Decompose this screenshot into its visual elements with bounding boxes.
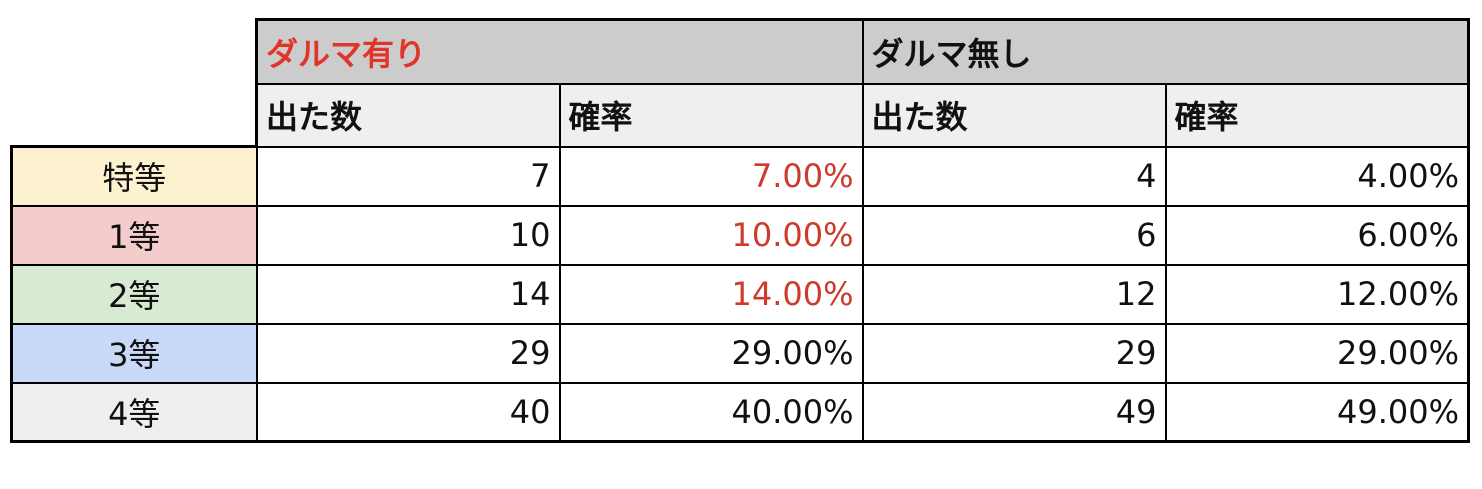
row-label: 2等: [10, 263, 258, 325]
row-label: 特等: [10, 145, 258, 207]
with-count-cell: 14: [255, 263, 561, 325]
empty-corner: [11, 19, 258, 84]
col-header-rate: 確率: [558, 82, 864, 148]
with-count-cell: 10: [255, 204, 561, 266]
table-row: 特等 7 7.00% 4 4.00%: [10, 145, 1470, 207]
table-row: 2等 14 14.00% 12 12.00%: [10, 263, 1470, 325]
group-header-with-daruma: ダルマ有り: [255, 18, 864, 85]
with-rate-cell: 7.00%: [558, 145, 864, 207]
with-rate-cell: 29.00%: [558, 322, 864, 384]
with-rate-cell: 10.00%: [558, 204, 864, 266]
without-rate-cell: 6.00%: [1164, 204, 1470, 266]
table-row: 3等 29 29.00% 29 29.00%: [10, 322, 1470, 384]
table-row: 4等 40 40.00% 49 49.00%: [10, 381, 1470, 443]
group-header-without-daruma: ダルマ無し: [861, 18, 1470, 85]
without-rate-cell: 12.00%: [1164, 263, 1470, 325]
empty-corner: [11, 83, 258, 148]
col-header-count: 出た数: [255, 82, 561, 148]
results-table: ダルマ有り ダルマ無し 出た数 確率 出た数 確率 特等 7 7.00% 4 4.00%…: [10, 18, 1470, 443]
row-label: 4等: [10, 381, 258, 443]
without-count-cell: 29: [861, 322, 1167, 384]
without-count-cell: 12: [861, 263, 1167, 325]
without-count-cell: 6: [861, 204, 1167, 266]
without-rate-cell: 29.00%: [1164, 322, 1470, 384]
table-row: 1等 10 10.00% 6 6.00%: [10, 204, 1470, 266]
without-count-cell: 49: [861, 381, 1167, 443]
with-count-cell: 29: [255, 322, 561, 384]
with-count-cell: 7: [255, 145, 561, 207]
without-count-cell: 4: [861, 145, 1167, 207]
with-rate-cell: 40.00%: [558, 381, 864, 443]
with-count-cell: 40: [255, 381, 561, 443]
row-label: 3等: [10, 322, 258, 384]
col-header-count: 出た数: [861, 82, 1167, 148]
with-rate-cell: 14.00%: [558, 263, 864, 325]
without-rate-cell: 49.00%: [1164, 381, 1470, 443]
without-rate-cell: 4.00%: [1164, 145, 1470, 207]
row-label: 1等: [10, 204, 258, 266]
col-header-rate: 確率: [1164, 82, 1470, 148]
